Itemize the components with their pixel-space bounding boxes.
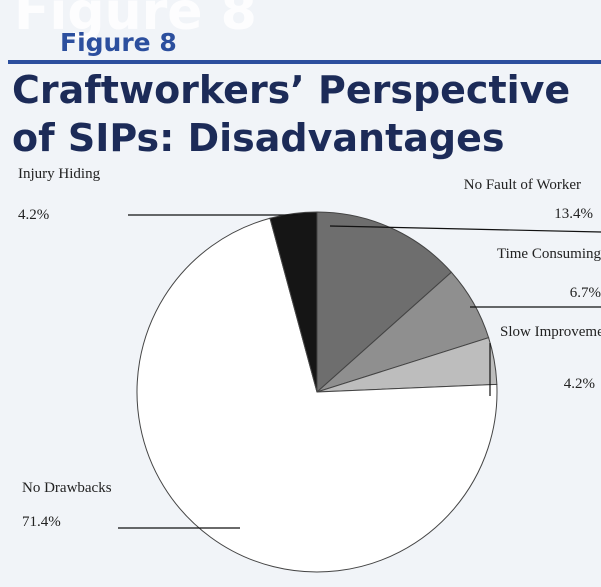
slice-label: Time Consuming (496, 246, 601, 262)
slice-value: 4.2% (563, 376, 595, 392)
slice-label: No Drawbacks (22, 480, 112, 496)
slice-value: 6.7% (569, 285, 601, 301)
slice-label: Injury Hiding (18, 166, 101, 182)
slice-label: No Fault of Worker (463, 177, 581, 193)
leader-line (329, 225, 601, 233)
slice-label: Slow Improvement (500, 324, 601, 340)
figure-ghost: Figure 8 (14, 0, 257, 42)
figure-label: Figure 8 (60, 28, 177, 57)
rule (8, 60, 601, 64)
pie-slice (269, 211, 318, 393)
chart-title: Craftworkers’ Perspective of SIPs: Disad… (12, 68, 571, 160)
slice-value: 71.4% (22, 514, 61, 530)
slice-value: 4.2% (18, 207, 50, 223)
slice-value: 13.4% (554, 206, 593, 222)
pie-slice (136, 217, 498, 573)
